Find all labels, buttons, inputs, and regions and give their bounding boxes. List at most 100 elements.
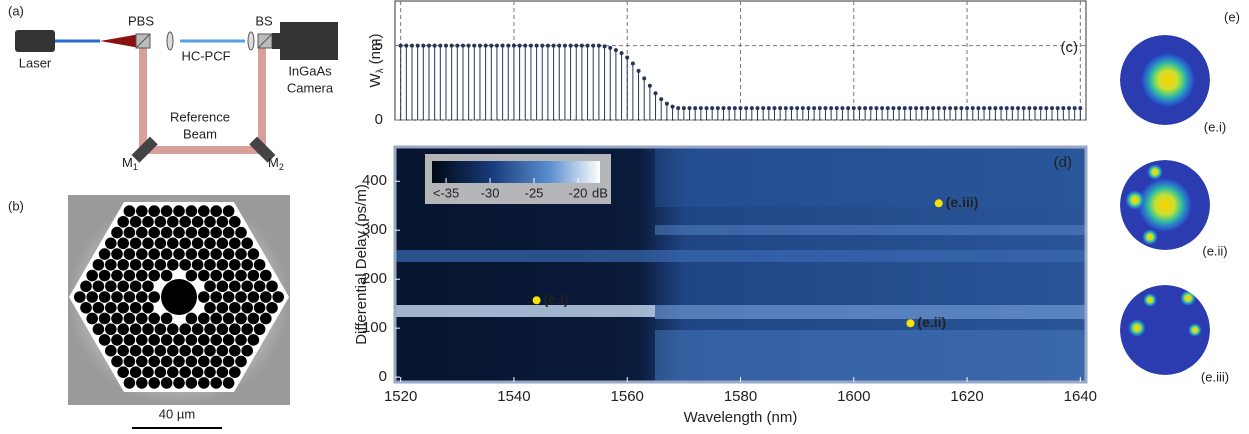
mode-lobe <box>1128 319 1146 337</box>
cladding-hole <box>136 205 148 217</box>
cladding-hole <box>216 323 229 336</box>
y-axis-label: Differential Delay (ps/m) <box>353 184 370 345</box>
stem-marker <box>1010 106 1015 111</box>
stem-marker <box>925 106 930 111</box>
cladding-hole <box>123 248 136 260</box>
cladding-hole <box>198 226 210 239</box>
stem-marker <box>1027 106 1032 111</box>
cladding-hole <box>204 280 216 293</box>
y-axis-label: λ <box>375 68 386 73</box>
stem-marker <box>591 43 596 48</box>
stem-marker <box>834 106 839 111</box>
y-tick-label: 5 <box>375 37 383 54</box>
cladding-hole <box>92 323 105 336</box>
cladding-hole <box>198 248 210 260</box>
stem-marker <box>959 106 964 111</box>
cladding-hole <box>160 205 173 217</box>
y-axis-label: (nm) <box>367 33 384 64</box>
stem-marker <box>438 43 443 48</box>
cladding-hole <box>123 377 136 389</box>
mode-lobe <box>1125 190 1145 210</box>
cladding-hole <box>235 226 247 239</box>
stem-marker <box>551 43 556 48</box>
stem-marker <box>885 106 890 111</box>
stem-marker <box>846 106 851 111</box>
cladding-hole <box>229 237 241 250</box>
cladding-hole <box>123 312 136 325</box>
cladding-hole <box>210 334 222 346</box>
label: Reference <box>170 109 230 124</box>
annotation-label: (e.iii) <box>946 194 979 210</box>
stem-marker <box>1055 106 1060 111</box>
cladding-hole <box>216 344 229 357</box>
cladding-hole <box>123 291 136 303</box>
cladding-hole <box>235 269 247 282</box>
stem-marker <box>642 76 647 81</box>
cladding-hole <box>216 258 229 271</box>
panel-label: (b) <box>8 198 24 213</box>
cladding-hole <box>167 216 179 228</box>
cladding-hole <box>117 323 129 336</box>
cladding-hole <box>235 334 247 346</box>
cladding-hole <box>179 366 191 378</box>
cladding-hole <box>241 258 253 271</box>
mode-image <box>1120 285 1210 375</box>
cladding-hole <box>142 280 154 293</box>
cladding-hole <box>98 248 111 260</box>
cladding-hole <box>167 366 179 378</box>
stem-marker <box>653 91 658 96</box>
cladding-hole <box>80 280 92 293</box>
stem-marker <box>1016 106 1021 111</box>
cladding-hole <box>216 280 229 293</box>
cladding-hole <box>154 323 167 336</box>
label: HC-PCF <box>181 48 230 63</box>
stem-marker <box>800 106 805 111</box>
cladding-hole <box>80 301 92 314</box>
cladding-hole <box>142 258 154 271</box>
y-tick-label: 400 <box>362 172 387 189</box>
cladding-hole <box>253 301 266 314</box>
micrograph: (b) 40 µm <box>8 195 290 429</box>
heatmap-band <box>655 305 1086 319</box>
stem-marker <box>574 43 579 48</box>
stem-marker <box>936 106 941 111</box>
cladding-hole <box>154 258 167 271</box>
camera <box>280 22 338 60</box>
cladding-hole <box>173 248 185 260</box>
cladding-hole <box>191 344 204 357</box>
heatmap-band <box>655 225 1086 235</box>
cladding-hole <box>117 216 129 228</box>
cladding-hole <box>185 226 198 239</box>
cladding-hole <box>204 366 216 378</box>
colorbar <box>432 161 600 183</box>
stem-marker <box>647 83 652 88</box>
chart: 0 5 (c) Wλ (nm) <box>367 0 1087 128</box>
cladding-hole <box>160 312 173 325</box>
cladding-hole <box>198 377 210 389</box>
mirror <box>131 136 158 163</box>
mode-image <box>1120 35 1210 125</box>
cladding-hole <box>160 248 173 260</box>
stem-marker <box>812 106 817 111</box>
mode-lobe <box>1142 229 1158 245</box>
cladding-hole <box>179 237 191 250</box>
cladding-hole <box>260 291 272 303</box>
heatmap <box>395 147 1086 382</box>
cladding-hole <box>179 258 191 271</box>
cladding-hole <box>185 377 198 389</box>
cladding-hole <box>235 312 247 325</box>
stem-marker <box>738 106 743 111</box>
cladding-hole <box>185 205 198 217</box>
cladding-hole <box>247 291 260 303</box>
mode-lobe <box>1143 293 1157 307</box>
cladding-hole <box>142 237 154 250</box>
stem-marker <box>1044 106 1049 111</box>
x-axis-label: Wavelength (nm) <box>684 409 798 426</box>
stem-marker <box>557 43 562 48</box>
stem-marker <box>415 43 420 48</box>
laser <box>15 30 55 52</box>
stem-marker <box>1050 106 1055 111</box>
y-axis-label: W <box>367 73 384 88</box>
cladding-hole <box>167 323 179 336</box>
